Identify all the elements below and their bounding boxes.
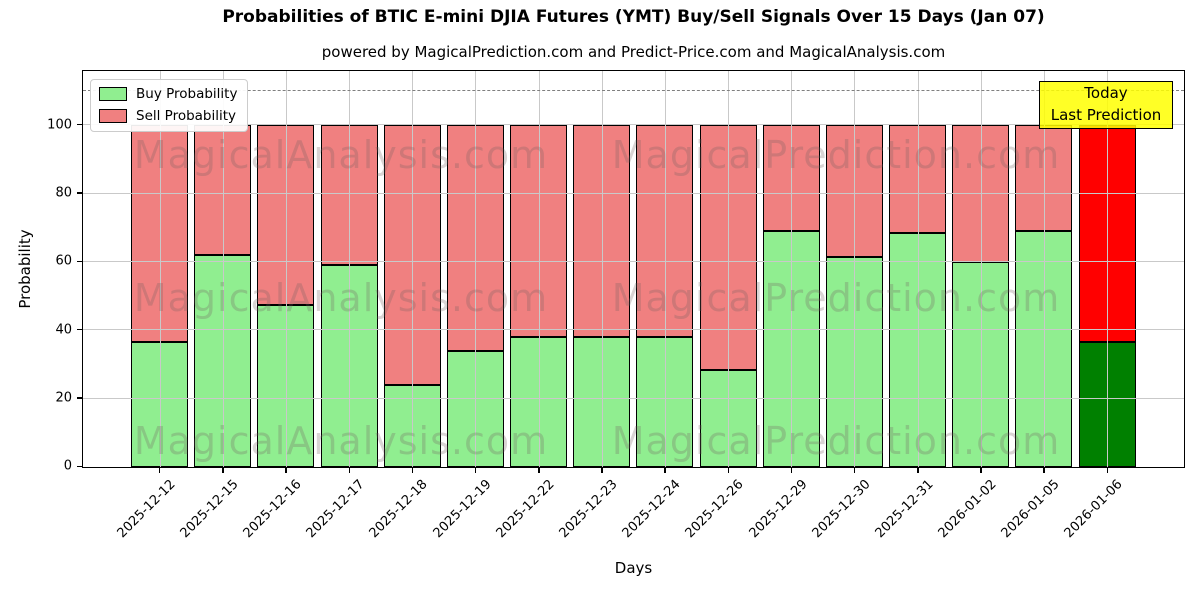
magicalanalysis-watermark: MagicalAnalysis.com bbox=[133, 276, 549, 320]
v-gridline bbox=[349, 71, 350, 467]
v-gridline bbox=[475, 71, 477, 467]
v-gridline bbox=[917, 71, 919, 467]
y-tick bbox=[77, 260, 82, 263]
x-tick-label: 2025-12-18 bbox=[367, 477, 432, 542]
v-gridline bbox=[1107, 71, 1109, 467]
y-tick bbox=[77, 192, 82, 194]
v-gridline bbox=[538, 71, 540, 467]
magicalanalysis-watermark: MagicalAnalysis.com bbox=[133, 419, 549, 463]
today-annotation-line2: Last Prediction bbox=[1050, 106, 1162, 124]
x-tick bbox=[1043, 468, 1045, 473]
h-gridline bbox=[83, 261, 1184, 263]
h-gridline bbox=[83, 192, 1184, 194]
v-gridline bbox=[854, 71, 856, 467]
y-axis-label: Probability bbox=[16, 229, 34, 309]
plot-area: MagicalAnalysis.com MagicalPrediction.com… bbox=[82, 70, 1185, 468]
h-gridline bbox=[83, 397, 1184, 399]
y-tick-label: 60 bbox=[55, 253, 72, 269]
x-tick-label: 2025-12-26 bbox=[682, 477, 747, 542]
h-gridline bbox=[83, 124, 1184, 126]
x-tick bbox=[159, 468, 161, 473]
x-tick-label: 2025-12-19 bbox=[430, 477, 495, 542]
x-tick bbox=[411, 468, 414, 473]
x-tick-label: 2025-12-22 bbox=[493, 477, 558, 542]
x-tick-label: 2026-01-02 bbox=[935, 477, 1000, 542]
x-tick bbox=[917, 468, 919, 473]
chart-subtitle: powered by MagicalPrediction.com and Pre… bbox=[321, 43, 946, 61]
magicalanalysis-watermark: MagicalAnalysis.com bbox=[133, 133, 549, 177]
x-tick-label: 2026-01-05 bbox=[998, 477, 1063, 542]
x-tick-label: 2025-12-15 bbox=[177, 477, 242, 542]
x-tick-label: 2026-01-06 bbox=[1061, 477, 1126, 542]
legend-buy-label: Buy Probability bbox=[136, 86, 238, 102]
v-gridline bbox=[980, 71, 982, 467]
v-gridline bbox=[1043, 71, 1045, 467]
v-gridline bbox=[412, 71, 414, 467]
x-tick bbox=[1106, 468, 1109, 473]
magicalprediction-watermark: MagicalPrediction.com bbox=[611, 276, 1061, 320]
x-tick-label: 2025-12-16 bbox=[240, 477, 305, 542]
v-gridline bbox=[222, 71, 224, 467]
x-tick-label: 2025-12-30 bbox=[809, 477, 874, 542]
v-gridline bbox=[285, 71, 287, 467]
dashed-reference-line bbox=[83, 90, 1184, 92]
v-gridline bbox=[728, 71, 730, 467]
v-gridline bbox=[664, 71, 666, 467]
h-gridline bbox=[83, 329, 1184, 331]
buy-swatch-icon bbox=[99, 87, 127, 101]
today-annotation-line1: Today bbox=[1084, 84, 1128, 102]
x-tick bbox=[727, 468, 730, 473]
x-tick-label: 2025-12-24 bbox=[619, 477, 684, 542]
y-tick-label: 100 bbox=[47, 117, 72, 133]
x-tick bbox=[664, 468, 666, 473]
y-tick bbox=[77, 328, 82, 331]
y-tick-label: 80 bbox=[55, 185, 72, 201]
y-tick-label: 40 bbox=[55, 322, 72, 338]
x-tick bbox=[790, 468, 793, 473]
legend-box: Buy Probability Sell Probability bbox=[90, 79, 249, 132]
chart-title: Probabilities of BTIC E-mini DJIA Future… bbox=[222, 7, 1045, 27]
legend-sell-label: Sell Probability bbox=[136, 108, 237, 124]
x-tick bbox=[474, 468, 477, 473]
x-tick bbox=[222, 468, 224, 473]
legend-entry-buy: Buy Probability bbox=[99, 86, 237, 102]
x-tick bbox=[285, 468, 287, 473]
y-tick-label: 20 bbox=[55, 390, 72, 406]
v-gridline bbox=[601, 71, 603, 467]
x-tick-label: 2025-12-31 bbox=[872, 477, 937, 542]
magicalprediction-watermark: MagicalPrediction.com bbox=[611, 133, 1061, 177]
x-tick-label: 2025-12-17 bbox=[303, 477, 368, 542]
legend-entry-sell: Sell Probability bbox=[99, 108, 237, 124]
v-gridline bbox=[791, 71, 793, 467]
magicalprediction-watermark: MagicalPrediction.com bbox=[611, 419, 1061, 463]
x-axis-label: Days bbox=[614, 559, 653, 577]
today-annotation: Today Last Prediction bbox=[1039, 81, 1173, 129]
x-tick bbox=[853, 468, 856, 473]
y-tick bbox=[77, 397, 82, 399]
x-tick bbox=[348, 468, 350, 473]
v-gridline bbox=[159, 71, 161, 467]
x-tick-label: 2025-12-23 bbox=[556, 477, 621, 542]
y-tick bbox=[77, 124, 82, 126]
sell-swatch-icon bbox=[99, 109, 127, 123]
x-tick-label: 2025-12-29 bbox=[746, 477, 811, 542]
x-tick bbox=[601, 468, 603, 473]
y-tick bbox=[77, 465, 82, 467]
x-tick-label: 2025-12-12 bbox=[114, 477, 179, 542]
x-tick bbox=[538, 468, 540, 473]
y-tick-label: 0 bbox=[63, 458, 72, 474]
x-tick bbox=[980, 468, 982, 473]
